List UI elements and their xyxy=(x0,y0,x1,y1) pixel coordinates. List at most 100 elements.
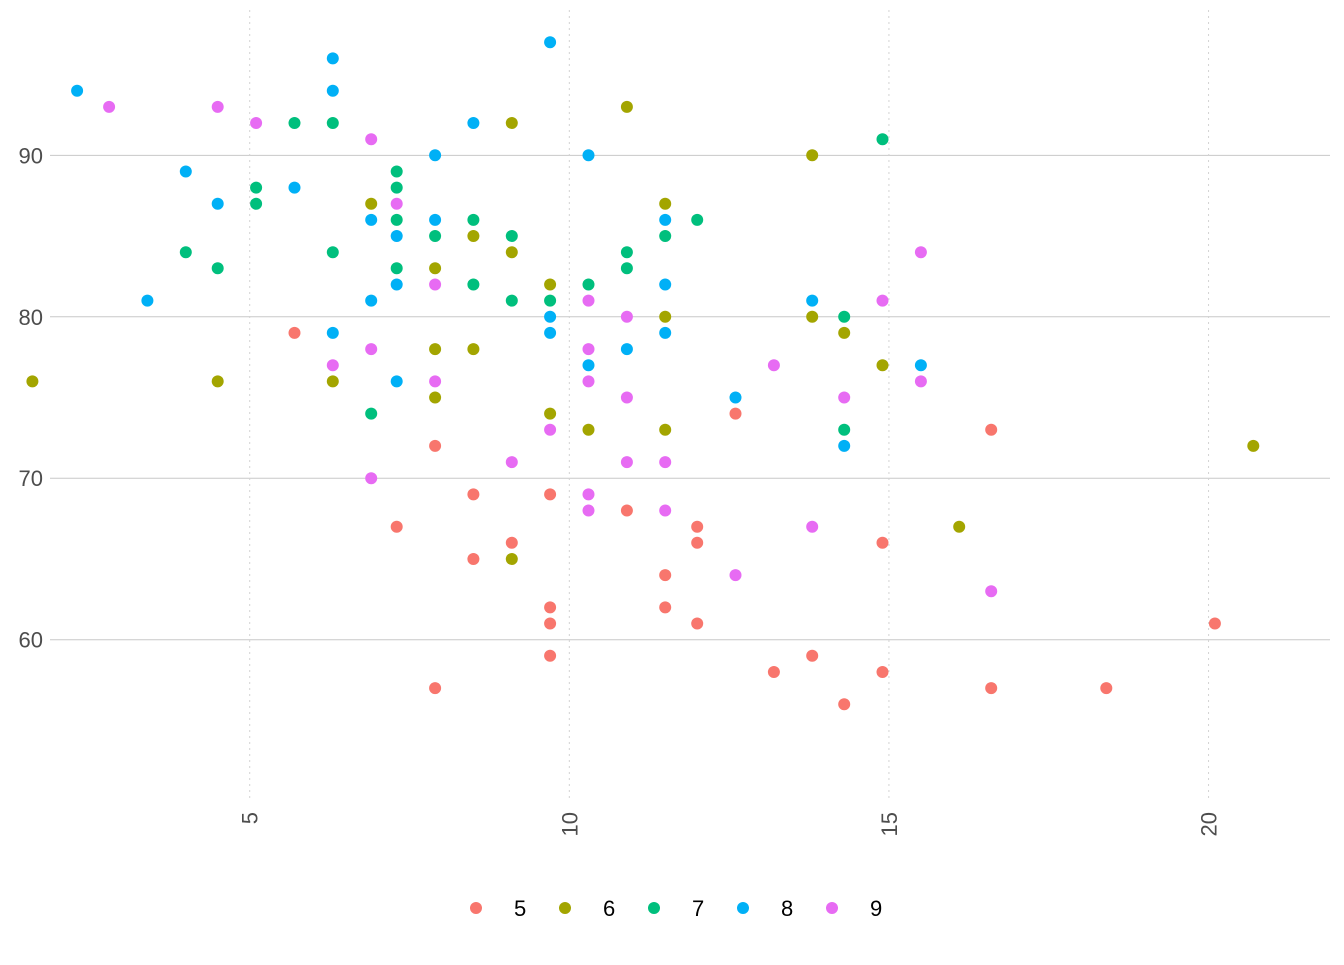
data-point-series-9 xyxy=(365,133,378,146)
y-axis: 60 70 80 90 xyxy=(19,143,43,652)
data-point-series-8 xyxy=(141,294,154,307)
data-point-series-7 xyxy=(288,117,301,129)
data-point-series-7 xyxy=(179,246,192,259)
data-point-series-8 xyxy=(365,213,378,226)
data-point-series-6 xyxy=(544,407,557,420)
data-point-series-8 xyxy=(914,359,927,372)
data-point-series-5 xyxy=(691,520,704,533)
data-point-series-6 xyxy=(1247,439,1260,452)
data-point-series-5 xyxy=(838,698,851,711)
data-point-series-7 xyxy=(467,213,480,226)
data-point-series-5 xyxy=(544,601,557,614)
data-point-series-7 xyxy=(250,197,263,210)
data-point-series-6 xyxy=(806,149,819,162)
data-point-series-9 xyxy=(985,585,998,598)
data-point-series-5 xyxy=(691,617,704,630)
data-point-series-8 xyxy=(806,294,819,307)
data-point-series-8 xyxy=(429,213,442,226)
x-tick-label: 10 xyxy=(557,812,582,836)
legend-label-6: 6 xyxy=(603,896,615,921)
data-point-series-7 xyxy=(211,262,224,275)
data-point-series-7 xyxy=(390,181,403,194)
data-point-series-8 xyxy=(838,439,851,452)
data-point-series-5 xyxy=(390,520,403,533)
data-point-series-5 xyxy=(429,439,442,452)
data-point-series-7 xyxy=(691,213,704,226)
data-point-series-9 xyxy=(505,456,518,469)
data-point-series-5 xyxy=(288,326,301,339)
data-point-series-7 xyxy=(620,246,633,259)
legend-label-7: 7 xyxy=(692,896,704,921)
data-point-series-5 xyxy=(467,553,480,565)
data-point-series-5 xyxy=(429,682,442,695)
data-point-series-7 xyxy=(365,407,378,420)
data-point-series-6 xyxy=(505,246,518,259)
data-point-series-9 xyxy=(914,375,927,388)
data-point-series-6 xyxy=(429,343,442,356)
y-tick-label: 90 xyxy=(19,143,43,168)
data-point-series-6 xyxy=(467,230,480,242)
data-point-series-5 xyxy=(876,536,889,549)
data-point-series-7 xyxy=(544,294,557,307)
data-point-series-6 xyxy=(659,310,672,323)
data-point-series-8 xyxy=(390,230,403,242)
data-point-series-7 xyxy=(505,230,518,242)
legend-label-5: 5 xyxy=(514,896,526,921)
data-point-series-8 xyxy=(211,197,224,210)
data-point-series-8 xyxy=(326,52,339,65)
legend-key-6 xyxy=(559,902,571,914)
data-point-series-9 xyxy=(365,472,378,485)
data-point-series-7 xyxy=(876,133,889,146)
data-point-series-9 xyxy=(620,391,633,404)
data-point-series-5 xyxy=(544,649,557,662)
y-tick-label: 60 xyxy=(19,628,43,653)
data-point-series-9 xyxy=(103,100,116,113)
data-point-series-5 xyxy=(1208,617,1221,630)
data-point-series-5 xyxy=(659,569,672,582)
y-tick-label: 70 xyxy=(19,466,43,491)
data-point-series-9 xyxy=(429,278,442,291)
data-point-series-5 xyxy=(985,423,998,436)
data-point-series-8 xyxy=(729,391,742,404)
data-point-series-5 xyxy=(876,666,889,678)
data-point-series-6 xyxy=(467,343,480,356)
legend-key-7 xyxy=(648,902,660,914)
data-point-series-6 xyxy=(582,423,595,436)
legend-key-9 xyxy=(826,902,838,914)
data-point-series-7 xyxy=(582,278,595,291)
data-point-series-6 xyxy=(26,375,39,388)
data-point-series-9 xyxy=(582,488,595,501)
data-point-series-9 xyxy=(729,569,742,582)
x-tick-label: 15 xyxy=(877,812,902,836)
data-point-series-6 xyxy=(876,359,889,372)
data-point-series-6 xyxy=(429,262,442,275)
legend-label-9: 9 xyxy=(870,896,882,921)
data-point-series-9 xyxy=(659,456,672,469)
data-point-series-8 xyxy=(429,149,442,162)
data-point-series-8 xyxy=(620,343,633,356)
data-point-series-6 xyxy=(806,310,819,323)
data-point-series-9 xyxy=(838,391,851,404)
data-point-series-6 xyxy=(953,520,966,533)
data-point-series-8 xyxy=(365,294,378,307)
data-point-series-5 xyxy=(620,504,633,517)
data-point-series-5 xyxy=(691,536,704,549)
data-points xyxy=(26,36,1260,711)
data-point-series-9 xyxy=(876,294,889,307)
data-point-series-9 xyxy=(620,310,633,323)
data-point-series-7 xyxy=(467,278,480,291)
data-point-series-5 xyxy=(467,488,480,501)
data-point-series-6 xyxy=(620,100,633,113)
legend-label-8: 8 xyxy=(781,896,793,921)
data-point-series-5 xyxy=(729,407,742,420)
data-point-series-7 xyxy=(250,181,263,194)
data-point-series-8 xyxy=(179,165,192,178)
legend-key-8 xyxy=(737,902,749,914)
data-point-series-8 xyxy=(390,278,403,291)
data-point-series-5 xyxy=(544,617,557,630)
data-point-series-8 xyxy=(582,359,595,372)
data-point-series-9 xyxy=(620,456,633,469)
data-point-series-5 xyxy=(659,601,672,614)
